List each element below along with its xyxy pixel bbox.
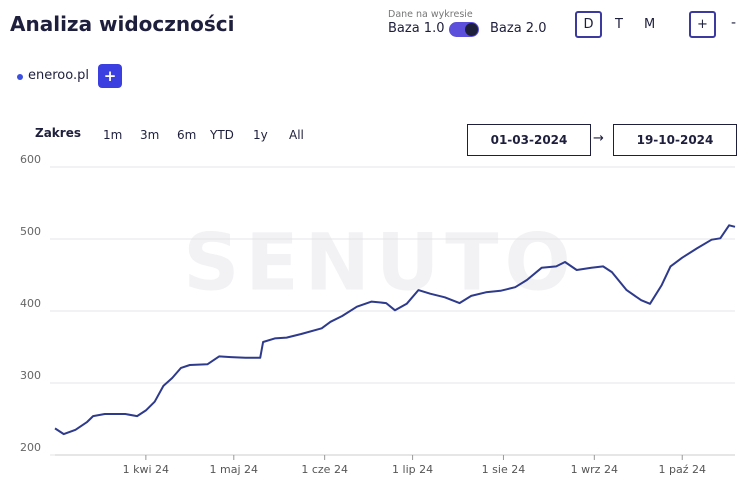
granularity-button[interactable]: M <box>644 17 656 32</box>
domain-dot <box>17 74 23 80</box>
zoom-in-button[interactable]: + <box>689 11 716 38</box>
range-option[interactable]: 1y <box>253 128 268 142</box>
y-tick-label: 300 <box>20 369 41 382</box>
y-tick-label: 200 <box>20 441 41 454</box>
base-option[interactable]: Baza 1.0 <box>388 21 445 36</box>
data-source-label: Dane na wykresie <box>388 9 473 20</box>
date-to[interactable]: 19-10-2024 <box>613 124 737 156</box>
range-option[interactable]: 3m <box>140 128 160 142</box>
x-tick-label: 1 paź 24 <box>658 463 706 476</box>
watermark: SENUTO <box>183 218 577 308</box>
zoom-out-button[interactable]: - <box>731 15 737 31</box>
x-tick-label: 1 maj 24 <box>210 463 259 476</box>
y-tick-label: 600 <box>20 153 41 166</box>
y-tick-label: 500 <box>20 225 41 238</box>
granularity-button[interactable]: T <box>615 17 623 32</box>
domain-label: eneroo.pl <box>28 68 89 83</box>
base-toggle[interactable] <box>449 22 479 37</box>
x-tick-label: 1 sie 24 <box>482 463 526 476</box>
range-option[interactable]: YTD <box>210 128 234 142</box>
x-tick-label: 1 kwi 24 <box>123 463 169 476</box>
x-tick-label: 1 cze 24 <box>301 463 348 476</box>
range-label: Zakres <box>35 126 81 140</box>
date-arrow: → <box>593 131 604 146</box>
series-line <box>54 224 736 436</box>
base-option[interactable]: Baza 2.0 <box>490 21 547 36</box>
range-option[interactable]: 1m <box>103 128 123 142</box>
page-title: Analiza widoczności <box>10 12 235 36</box>
range-option[interactable]: 6m <box>177 128 197 142</box>
x-tick-label: 1 lip 24 <box>392 463 433 476</box>
granularity-button[interactable]: D <box>575 11 602 38</box>
date-from[interactable]: 01-03-2024 <box>467 124 591 156</box>
range-option[interactable]: All <box>289 128 304 142</box>
add-domain-button[interactable]: + <box>98 64 122 88</box>
y-tick-label: 400 <box>20 297 41 310</box>
x-tick-label: 1 wrz 24 <box>571 463 618 476</box>
